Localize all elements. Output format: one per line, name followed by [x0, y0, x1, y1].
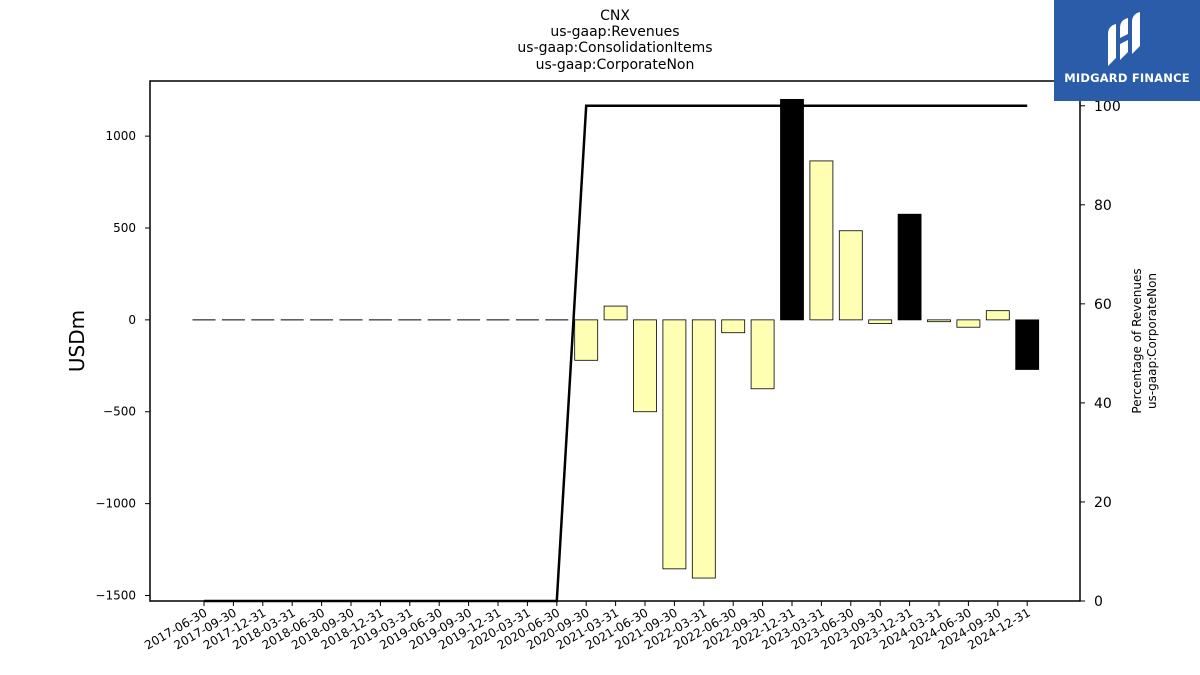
bar — [838, 230, 863, 321]
plot-frame — [149, 80, 1081, 602]
y-right-tick-label: 0 — [1094, 594, 1103, 610]
bar — [780, 98, 804, 321]
y-axis-right: 0 20 40 60 80 100 — [1080, 99, 1121, 610]
y-tick-label: −1000 — [95, 497, 136, 511]
y-tick-label: 1000 — [105, 129, 136, 143]
y-right-tick-label: 20 — [1094, 495, 1112, 511]
bar — [927, 319, 951, 323]
bar — [574, 319, 599, 361]
y-right-tick-label: 60 — [1094, 297, 1112, 313]
percentage-line — [204, 104, 1028, 603]
bar — [1015, 319, 1040, 370]
y-tick-label: −500 — [103, 405, 136, 419]
bar — [603, 305, 628, 321]
y-axis-left-title: USDm — [65, 310, 89, 372]
bar-series — [192, 98, 1040, 579]
line-series — [204, 104, 1028, 603]
y-right-tick-label: 80 — [1094, 198, 1112, 214]
y-right-tick-label: 100 — [1094, 99, 1121, 115]
y-tick-label: 500 — [113, 221, 136, 235]
chart-title-line-3: us-gaap:ConsolidationItems — [517, 40, 712, 56]
bar — [721, 319, 746, 334]
y-tick-label: −1500 — [95, 588, 136, 602]
bar — [809, 160, 834, 321]
y-axis-right-title-line-1: Percentage of Revenues — [1130, 268, 1144, 413]
bar — [750, 319, 775, 390]
logo-mark-icon — [1108, 12, 1140, 66]
bar — [868, 319, 893, 324]
y-axis-right-title-line-2: us-gaap:CorporateNon — [1145, 273, 1159, 409]
y-axis-left: −1500 −1000 −500 0 500 1000 — [95, 129, 150, 602]
bar — [691, 319, 716, 579]
logo-text: MIDGARD FINANCE — [1064, 71, 1190, 85]
bar — [633, 319, 657, 413]
bar — [985, 310, 1010, 321]
chart-title-line-2: us-gaap:Revenues — [550, 24, 679, 40]
y-tick-label: 0 — [128, 313, 136, 327]
bar — [897, 213, 922, 321]
x-axis: 2017-06-302017-09-302017-12-312018-03-31… — [142, 601, 1033, 652]
y-right-tick-label: 40 — [1094, 396, 1112, 412]
chart-title: CNX us-gaap:Revenues us-gaap:Consolidati… — [517, 8, 712, 73]
midgard-finance-logo: MIDGARD FINANCE — [1054, 0, 1200, 101]
chart-title-line-1: CNX — [600, 8, 630, 24]
bar — [956, 319, 981, 328]
bar — [662, 319, 687, 570]
chart-title-line-4: us-gaap:CorporateNon — [536, 57, 695, 73]
